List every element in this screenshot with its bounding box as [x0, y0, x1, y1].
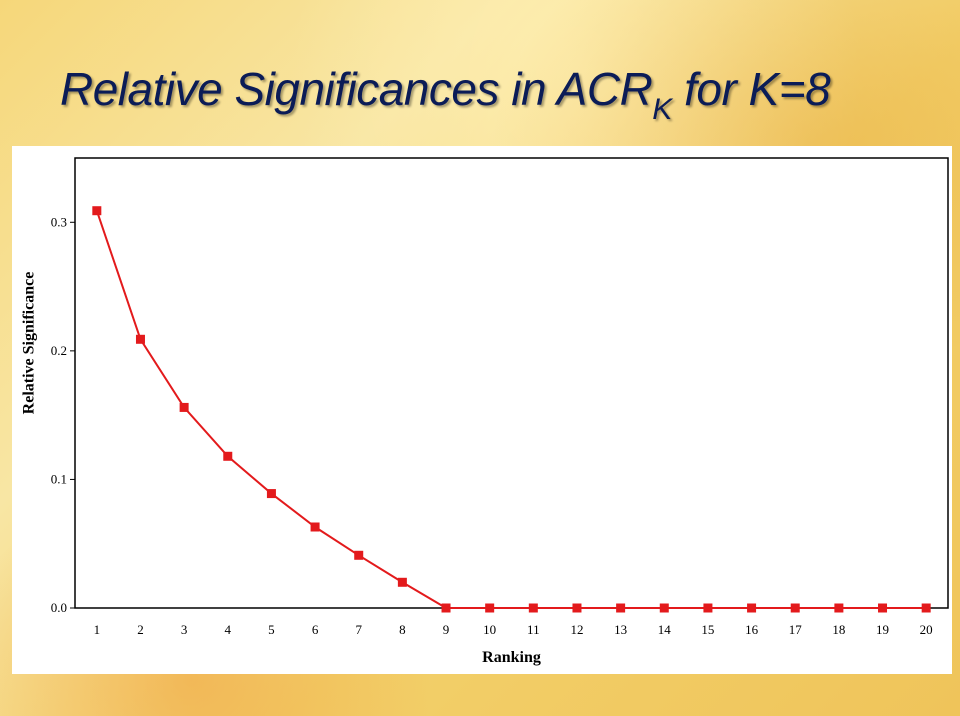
- y-tick-labels: 0.0 0.1 0.2 0.3: [51, 214, 67, 615]
- data-point: [790, 603, 800, 613]
- x-tick-label: 14: [658, 622, 672, 637]
- x-tick-label: 10: [483, 622, 496, 637]
- data-point: [703, 603, 713, 613]
- data-point: [397, 577, 407, 587]
- x-tick-label: 4: [225, 622, 232, 637]
- chart-series: [92, 206, 931, 613]
- slide-title-main: Relative Significances in ACR: [60, 63, 653, 115]
- y-axis-title: Relative Significance: [21, 272, 38, 415]
- x-tick-label: 12: [570, 622, 583, 637]
- x-tick-label: 13: [614, 622, 627, 637]
- slide-title-subscript: K: [652, 93, 672, 126]
- data-point: [310, 522, 320, 532]
- x-tick-label: 3: [181, 622, 188, 637]
- line-chart: 0.00.10.20.3 1 2 3 4 5 6 7 8 9 10 11 12 13 14 15 16 17 18…: [21, 157, 949, 666]
- data-point: [528, 603, 538, 613]
- y-tick-label: 0.2: [51, 343, 67, 358]
- x-tick-label: 7: [355, 622, 362, 637]
- data-point: [659, 603, 669, 613]
- data-point: [921, 603, 931, 613]
- data-point: [572, 603, 582, 613]
- x-tick-label: 15: [701, 622, 714, 637]
- x-tick-label: 18: [832, 622, 845, 637]
- data-point: [179, 402, 189, 412]
- x-tick-label: 6: [312, 622, 319, 637]
- data-point: [834, 603, 844, 613]
- slide-title: Relative Significances in ACRK for K=8: [60, 62, 831, 127]
- plot-frame: [74, 157, 949, 609]
- y-tick-label: 0.1: [51, 471, 67, 486]
- chart-panel: 0.0 0.1 0.2 0.3 1 2 3 4 5 6 7 8 9 10 11 12 13 14 15 16 17 18…: [12, 146, 952, 674]
- x-tick-label: 5: [268, 622, 275, 637]
- data-point: [878, 603, 888, 613]
- data-point: [441, 603, 451, 613]
- data-point: [223, 451, 233, 461]
- chart-axes: [70, 157, 949, 609]
- slide-title-tail: for K=8: [671, 63, 831, 115]
- x-tick-labels: 1 2 3 4 5 6 7 8 9 10 11 12 13 14 15 16 17 18 19 20: [94, 622, 933, 637]
- y-tick-label: 0.0: [51, 600, 67, 615]
- x-tick-label: 17: [789, 622, 803, 637]
- data-point: [747, 603, 757, 613]
- x-tick-label: 16: [745, 622, 759, 637]
- x-tick-label: 20: [920, 622, 933, 637]
- data-point: [135, 334, 145, 344]
- data-point: [354, 550, 364, 560]
- data-point: [616, 603, 626, 613]
- series-line: [95, 210, 927, 609]
- x-tick-label: 1: [94, 622, 101, 637]
- data-point: [485, 603, 495, 613]
- data-point: [266, 489, 276, 499]
- y-tick-label: 0.3: [51, 214, 67, 229]
- x-tick-label: 2: [137, 622, 144, 637]
- x-tick-label: 8: [399, 622, 406, 637]
- x-axis-title: Ranking: [482, 649, 541, 666]
- x-tick-label: 19: [876, 622, 889, 637]
- x-tick-label: 9: [443, 622, 450, 637]
- data-point: [92, 206, 102, 216]
- x-tick-label: 11: [527, 622, 540, 637]
